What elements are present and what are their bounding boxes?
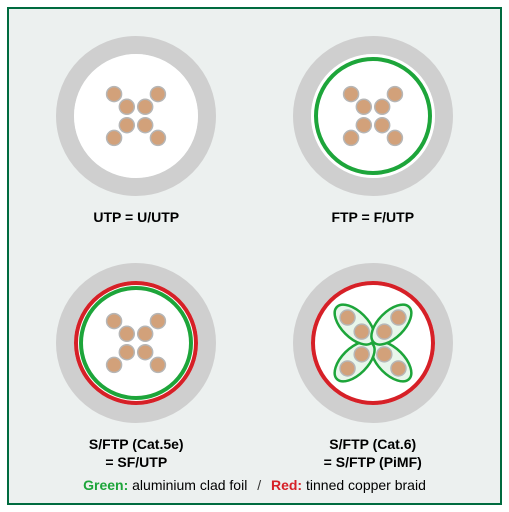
cable-sftp-cat6 (288, 258, 458, 428)
cable-cell-sftp-cat6: S/FTP (Cat.6) = S/FTP (PiMF) (260, 250, 487, 471)
legend-green-text: aluminium clad foil (128, 477, 247, 493)
cable-graphic-wrap (288, 23, 458, 209)
diagram-frame: UTP = U/UTP FTP = F/UTP S/FTP (Cat.5e) = SF… (7, 7, 502, 505)
cable-ftp (288, 31, 458, 201)
legend-red-text: tinned copper braid (302, 477, 426, 493)
cable-graphic-wrap (288, 250, 458, 436)
cable-sftp-cat5e (51, 258, 221, 428)
legend-separator: / (257, 477, 261, 493)
cable-utp (51, 31, 221, 201)
cable-cell-utp: UTP = U/UTP (23, 23, 250, 244)
caption-line: FTP = F/UTP (331, 209, 414, 227)
cable-grid: UTP = U/UTP FTP = F/UTP S/FTP (Cat.5e) = SF… (23, 23, 486, 471)
cable-graphic-wrap (51, 23, 221, 209)
legend: Green: aluminium clad foil / Red: tinned… (23, 471, 486, 493)
cable-caption: UTP = U/UTP (93, 209, 179, 244)
legend-green-key: Green: (83, 477, 128, 493)
legend-red-key: Red: (271, 477, 302, 493)
cable-caption: FTP = F/UTP (331, 209, 414, 244)
caption-line: = SF/UTP (105, 454, 167, 470)
cable-caption: S/FTP (Cat.5e) = SF/UTP (89, 436, 184, 471)
cable-graphic-wrap (51, 250, 221, 436)
caption-line: UTP = U/UTP (93, 209, 179, 227)
caption-line: = S/FTP (PiMF) (324, 454, 422, 470)
caption-line: S/FTP (Cat.6) (329, 436, 416, 452)
cable-cell-sftp-cat5e: S/FTP (Cat.5e) = SF/UTP (23, 250, 250, 471)
cable-caption: S/FTP (Cat.6) = S/FTP (PiMF) (324, 436, 422, 471)
caption-line: S/FTP (Cat.5e) (89, 436, 184, 452)
cable-cell-ftp: FTP = F/UTP (260, 23, 487, 244)
